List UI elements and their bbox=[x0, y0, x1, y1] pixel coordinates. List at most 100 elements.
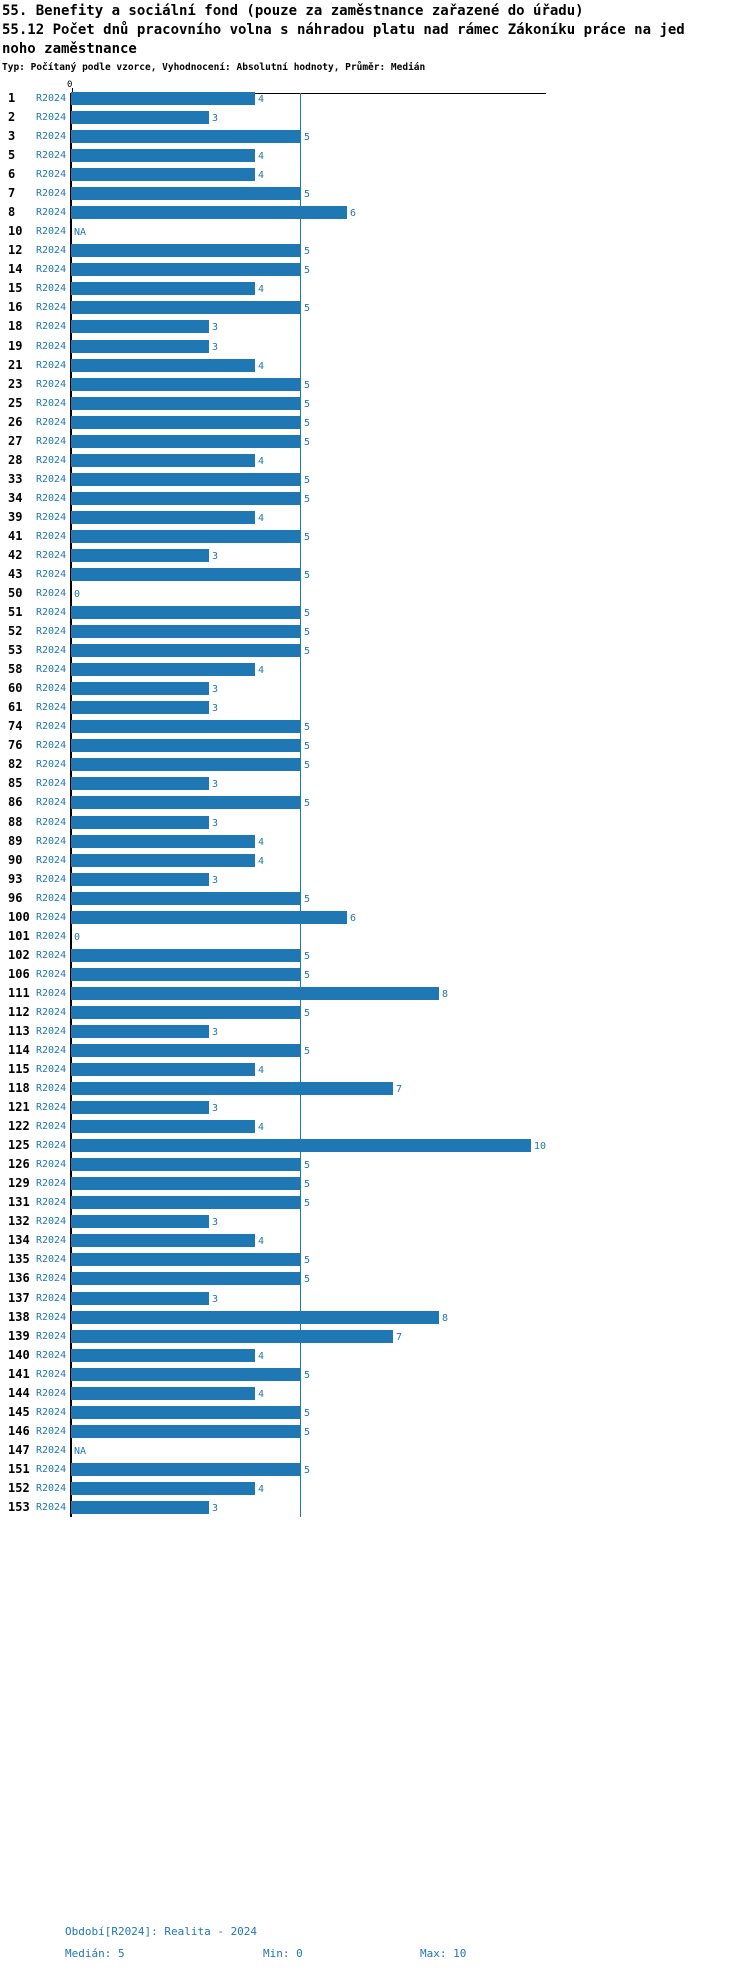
bar-value-label: 5 bbox=[304, 1008, 311, 1019]
bar-value-label: 5 bbox=[304, 1408, 311, 1419]
bar-value-label: 4 bbox=[258, 170, 265, 181]
row-number-label: 82 bbox=[8, 757, 23, 771]
row-number-label: 16 bbox=[8, 300, 23, 314]
bar bbox=[71, 1063, 255, 1076]
bar bbox=[71, 1101, 209, 1114]
row-series-label: R2024 bbox=[36, 817, 67, 828]
row-series-label: R2024 bbox=[36, 1159, 67, 1170]
row-series-label: R2024 bbox=[36, 1121, 67, 1132]
bar bbox=[71, 511, 255, 524]
bar bbox=[71, 530, 301, 543]
bar bbox=[71, 149, 255, 162]
bar-value-label: 5 bbox=[304, 418, 311, 429]
row-series-label: R2024 bbox=[36, 341, 67, 352]
row-series-label: R2024 bbox=[36, 874, 67, 885]
row-number-label: 121 bbox=[8, 1100, 30, 1114]
row-series-label: R2024 bbox=[36, 1445, 67, 1456]
bar-value-label: 8 bbox=[442, 989, 449, 1000]
row-number-label: 18 bbox=[8, 319, 23, 333]
row-series-label: R2024 bbox=[36, 1369, 67, 1380]
row-series-label: R2024 bbox=[36, 245, 67, 256]
row-series-label: R2024 bbox=[36, 455, 67, 466]
row-number-label: 89 bbox=[8, 834, 23, 848]
row-series-label: R2024 bbox=[36, 912, 67, 923]
bar-value-label: 5 bbox=[304, 1370, 311, 1381]
row-series-label: R2024 bbox=[36, 131, 67, 142]
bar bbox=[71, 739, 301, 752]
row-series-label: R2024 bbox=[36, 1064, 67, 1075]
row-number-label: 90 bbox=[8, 853, 23, 867]
row-series-label: R2024 bbox=[36, 1083, 67, 1094]
row-number-label: 153 bbox=[8, 1500, 30, 1514]
row-series-label: R2024 bbox=[36, 302, 67, 313]
bar-value-label: 8 bbox=[442, 1313, 449, 1324]
row-series-label: R2024 bbox=[36, 1026, 67, 1037]
row-number-label: 112 bbox=[8, 1005, 30, 1019]
bar-value-label: 0 bbox=[74, 589, 81, 600]
bar bbox=[71, 1253, 301, 1266]
bar bbox=[71, 263, 301, 276]
bar-value-label: 4 bbox=[258, 1236, 265, 1247]
bar-value-label: 3 bbox=[212, 1294, 219, 1305]
bar bbox=[71, 1501, 209, 1514]
bar bbox=[71, 1139, 531, 1152]
bar-value-label: 4 bbox=[258, 1122, 265, 1133]
row-number-label: 53 bbox=[8, 643, 23, 657]
row-number-label: 23 bbox=[8, 377, 23, 391]
row-number-label: 118 bbox=[8, 1081, 30, 1095]
bar bbox=[71, 720, 301, 733]
bar-value-label: 5 bbox=[304, 1274, 311, 1285]
row-number-label: 102 bbox=[8, 948, 30, 962]
bar-value-label: 5 bbox=[304, 722, 311, 733]
bar bbox=[71, 892, 301, 905]
row-series-label: R2024 bbox=[36, 569, 67, 580]
bar-value-label: NA bbox=[74, 227, 87, 238]
bar bbox=[71, 663, 255, 676]
bar-value-label: NA bbox=[74, 1446, 87, 1457]
chart-title-line2: 55.12 Počet dnů pracovního volna s náhra… bbox=[2, 22, 685, 38]
bar-value-label: 5 bbox=[304, 741, 311, 752]
bar-value-label: 7 bbox=[396, 1332, 403, 1343]
row-series-label: R2024 bbox=[36, 283, 67, 294]
bar-value-label: 3 bbox=[212, 818, 219, 829]
bar-value-label: 4 bbox=[258, 361, 265, 372]
bar bbox=[71, 435, 301, 448]
row-number-label: 58 bbox=[8, 662, 23, 676]
bar-value-label: 4 bbox=[258, 284, 265, 295]
bar bbox=[71, 1177, 301, 1190]
row-number-label: 152 bbox=[8, 1481, 30, 1495]
row-series-label: R2024 bbox=[36, 969, 67, 980]
bar bbox=[71, 1406, 301, 1419]
bar-value-label: 5 bbox=[304, 951, 311, 962]
row-number-label: 10 bbox=[8, 224, 23, 238]
bar-value-label: 3 bbox=[212, 551, 219, 562]
row-series-label: R2024 bbox=[36, 150, 67, 161]
footer-median-label: Medián: 5 bbox=[65, 1947, 125, 1960]
bar bbox=[71, 1082, 393, 1095]
row-number-label: 14 bbox=[8, 262, 23, 276]
bar-value-label: 5 bbox=[304, 646, 311, 657]
bar bbox=[71, 1292, 209, 1305]
bar bbox=[71, 492, 301, 505]
row-series-label: R2024 bbox=[36, 836, 67, 847]
bar-value-label: 3 bbox=[212, 1503, 219, 1514]
bar bbox=[71, 873, 209, 886]
bar bbox=[71, 1482, 255, 1495]
row-series-label: R2024 bbox=[36, 1312, 67, 1323]
bar bbox=[71, 301, 301, 314]
footer-period-label: Období[R2024]: Realita - 2024 bbox=[65, 1925, 258, 1938]
bar-value-label: 5 bbox=[304, 303, 311, 314]
row-series-label: R2024 bbox=[36, 1235, 67, 1246]
row-series-label: R2024 bbox=[36, 950, 67, 961]
bar-value-label: 4 bbox=[258, 94, 265, 105]
row-series-label: R2024 bbox=[36, 588, 67, 599]
bar bbox=[71, 1387, 255, 1400]
row-series-label: R2024 bbox=[36, 1178, 67, 1189]
row-series-label: R2024 bbox=[36, 1464, 67, 1475]
bar bbox=[71, 359, 255, 372]
bar bbox=[71, 796, 301, 809]
bar bbox=[71, 1120, 255, 1133]
row-series-label: R2024 bbox=[36, 1254, 67, 1265]
row-number-label: 141 bbox=[8, 1367, 30, 1381]
row-number-label: 144 bbox=[8, 1386, 30, 1400]
